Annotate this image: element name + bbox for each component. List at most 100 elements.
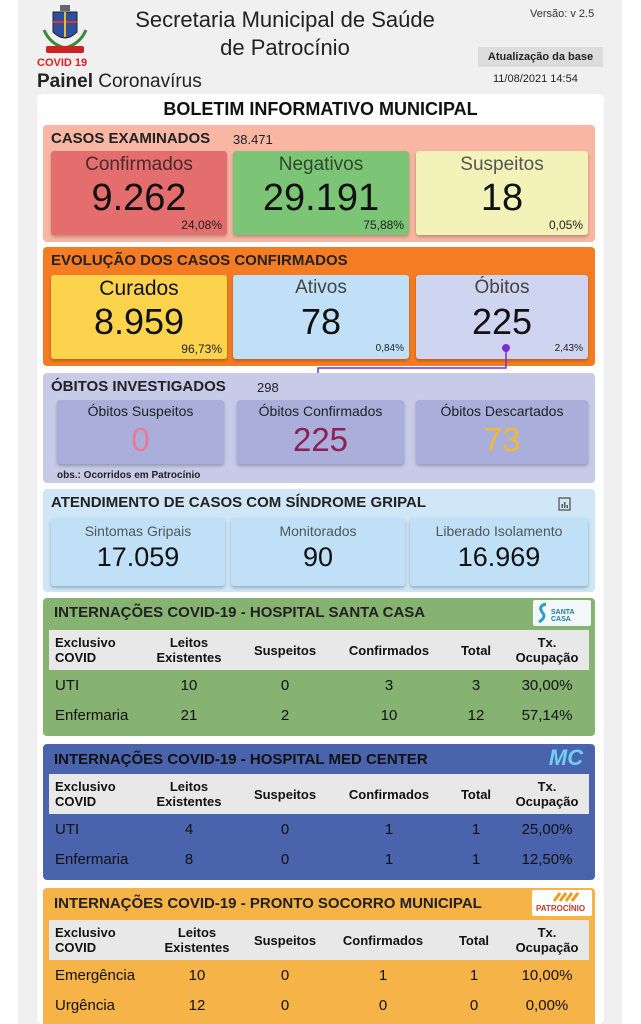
negativos-value: 29.191 xyxy=(262,177,380,219)
table-row[interactable]: UTI 4 0 1 1 25,00% xyxy=(49,814,589,844)
ativos-value: 78 xyxy=(300,301,342,342)
curados-box[interactable]: Curados 8.959 96,73% xyxy=(51,275,227,359)
cell-ocupacao: 10,00% xyxy=(521,967,573,984)
pronto-socorro-section: INTERNAÇÕES COVID-19 - PRONTO SOCORRO MU… xyxy=(43,888,595,1024)
col-total: Total xyxy=(458,933,490,948)
obitos-confirmados-value: 225 xyxy=(292,421,349,458)
version-label: Versão: v 2.5 xyxy=(530,8,595,20)
cell-confirmados: 0 xyxy=(378,997,388,1014)
col-total: Total xyxy=(460,643,492,658)
col-leitos: Leitos Existentes xyxy=(164,925,230,955)
obitos-label: Óbitos xyxy=(474,277,530,298)
evolucao-section: EVOLUÇÃO DOS CASOS CONFIRMADOS Curados 8… xyxy=(43,247,595,366)
col-suspeitos: Suspeitos xyxy=(253,787,317,802)
cell-total: 12 xyxy=(467,707,485,724)
med-center-section: INTERNAÇÕES COVID-19 - HOSPITAL MED CENT… xyxy=(43,744,595,880)
col-exclusivo: Exclusivo COVID xyxy=(55,779,116,809)
row-label: UTI xyxy=(55,677,80,694)
obitos-confirmados-box[interactable]: Óbitos Confirmados 225 xyxy=(237,400,404,464)
casos-title: CASOS EXAMINADOS xyxy=(51,130,211,147)
curados-value: 8.959 xyxy=(93,301,185,342)
cell-leitos: 12 xyxy=(188,997,206,1014)
cell-leitos: 8 xyxy=(184,851,194,868)
col-exclusivo: Exclusivo COVID xyxy=(55,635,116,665)
liberado-isolamento-value: 16.969 xyxy=(457,542,541,572)
table-header: Exclusivo COVID Leitos Existentes Suspeito… xyxy=(49,630,589,670)
cell-total: 0 xyxy=(469,997,479,1014)
obitos-descartados-box[interactable]: Óbitos Descartados 73 xyxy=(416,400,588,464)
sintomas-gripais-box[interactable]: Sintomas Gripais 17.059 xyxy=(51,518,225,586)
confirmados-value: 9.262 xyxy=(91,177,187,219)
col-ocupacao: Tx. Ocupação xyxy=(515,635,579,665)
atendimento-title: ATENDIMENTO DE CASOS COM SÍNDROME GRIPAL xyxy=(51,494,427,511)
monitorados-box[interactable]: Monitorados 90 xyxy=(231,518,405,586)
col-confirmados: Confirmados xyxy=(348,643,430,658)
table-row[interactable]: Urgência 12 0 0 0 0,00% xyxy=(49,990,589,1020)
cell-suspeitos: 0 xyxy=(280,677,290,694)
confirmados-box[interactable]: Confirmados 9.262 24,08% xyxy=(51,151,227,235)
obitos-observation: obs.: Ocorridos em Patrocínio xyxy=(57,470,201,481)
obitos-value: 225 xyxy=(471,301,533,342)
pronto-socorro-logo: PATROCÍNIO xyxy=(532,890,592,916)
suspeitos-box[interactable]: Suspeitos 18 0,05% xyxy=(416,151,588,235)
col-suspeitos: Suspeitos xyxy=(253,643,317,658)
med-center-title: INTERNAÇÕES COVID-19 - HOSPITAL MED CENT… xyxy=(54,751,428,768)
cell-ocupacao: 30,00% xyxy=(521,677,573,694)
ativos-percent: 0,84% xyxy=(375,343,404,354)
liberado-isolamento-box[interactable]: Liberado Isolamento 16.969 xyxy=(410,518,588,586)
col-ocupacao: Tx. Ocupação xyxy=(515,779,579,809)
cell-confirmados: 10 xyxy=(380,707,398,724)
obitos-box[interactable]: Óbitos 225 2,43% xyxy=(416,275,588,359)
table-header: Exclusivo COVID Leitos Existentes Suspeito… xyxy=(49,774,589,814)
evolucao-title: EVOLUÇÃO DOS CASOS CONFIRMADOS xyxy=(51,252,348,269)
covid-label: COVID 19 xyxy=(37,57,88,69)
obitos-descartados-value: 73 xyxy=(483,421,521,458)
panel-title: Painel Coronavírus xyxy=(37,71,202,92)
obitos-investigados-title: ÓBITOS INVESTIGADOS xyxy=(51,378,226,395)
cell-leitos: 10 xyxy=(180,677,198,694)
cell-ocupacao: 57,14% xyxy=(521,707,573,724)
obitos-investigados-total: 298 xyxy=(257,380,279,395)
table-row[interactable]: UTI 10 0 3 3 30,00% xyxy=(49,670,589,700)
update-base-button[interactable]: Atualização da base xyxy=(478,47,603,67)
negativos-box[interactable]: Negativos 29.191 75,88% xyxy=(233,151,409,235)
patrocinio-logo-text: PATROCÍNIO xyxy=(536,904,586,913)
pronto-socorro-title: INTERNAÇÕES COVID-19 - PRONTO SOCORRO MU… xyxy=(54,895,482,912)
cell-suspeitos: 2 xyxy=(280,707,290,724)
boletim-title: BOLETIM INFORMATIVO MUNICIPAL xyxy=(163,99,478,119)
row-label: Urgência xyxy=(55,997,116,1014)
patrocinio-logo-icon xyxy=(552,892,580,902)
col-suspeitos: Suspeitos xyxy=(253,933,317,948)
cell-suspeitos: 0 xyxy=(280,967,290,984)
obitos-descartados-label: Óbitos Descartados xyxy=(440,403,564,419)
table-header: Exclusivo COVID Leitos Existentes Suspeito… xyxy=(49,920,589,960)
row-label: Emergência xyxy=(55,967,136,984)
cell-ocupacao: 12,50% xyxy=(521,851,573,868)
casos-section: CASOS EXAMINADOS 38.471 Confirmados 9.26… xyxy=(43,125,595,242)
casos-total: 38.471 xyxy=(233,132,273,147)
col-exclusivo: Exclusivo COVID xyxy=(55,925,116,955)
curados-percent: 96,73% xyxy=(181,342,222,356)
report-icon[interactable] xyxy=(557,496,573,512)
table-row[interactable]: Enfermaria 21 2 10 12 57,14% xyxy=(49,700,589,730)
table-row[interactable]: Emergência 10 0 1 1 10,00% xyxy=(49,960,589,990)
obitos-suspeitos-box[interactable]: Óbitos Suspeitos 0 xyxy=(57,400,224,464)
cell-leitos: 10 xyxy=(188,967,206,984)
col-confirmados: Confirmados xyxy=(342,933,424,948)
page-title: Secretaria Municipal de Saúde de Patrocí… xyxy=(135,7,435,60)
obitos-suspeitos-value: 0 xyxy=(131,421,150,458)
col-ocupacao: Tx. Ocupação xyxy=(515,925,579,955)
cell-confirmados: 1 xyxy=(378,967,388,984)
col-total: Total xyxy=(460,787,492,802)
table-row[interactable]: Enfermaria 8 0 1 1 12,50% xyxy=(49,844,589,874)
col-confirmados: Confirmados xyxy=(348,787,430,802)
ativos-box[interactable]: Ativos 78 0,84% xyxy=(233,275,409,359)
ativos-label: Ativos xyxy=(295,277,347,298)
cell-ocupacao: 25,00% xyxy=(521,821,573,838)
row-label: UTI xyxy=(55,821,80,838)
obitos-percent: 2,43% xyxy=(554,343,583,354)
cell-suspeitos: 0 xyxy=(280,821,290,838)
liberado-isolamento-label: Liberado Isolamento xyxy=(435,523,563,539)
cell-confirmados: 1 xyxy=(384,851,394,868)
suspeitos-label: Suspeitos xyxy=(460,154,544,175)
